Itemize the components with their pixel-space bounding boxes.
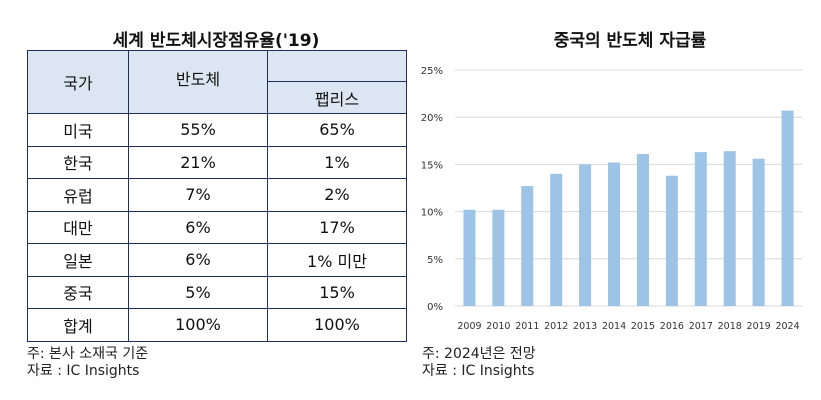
cell-fabless: 2% (267, 178, 407, 212)
chart-note: 주: 2024년은 전망 (422, 346, 536, 362)
x-tick-label: 2013 (573, 321, 597, 332)
x-tick-label: 2024 (775, 321, 799, 332)
header-fabless: 팹리스 (267, 81, 407, 114)
cell-country: 미국 (27, 113, 129, 147)
x-tick-label: 2019 (747, 321, 771, 332)
bar-2018 (723, 151, 736, 306)
table-note: 주: 본사 소재국 기준 (27, 346, 149, 362)
x-tick-label: 2011 (515, 321, 539, 332)
bar-2012 (550, 173, 563, 306)
bar-2016 (665, 175, 678, 306)
x-tick-label: 2016 (660, 321, 684, 332)
cell-fabless: 65% (267, 113, 407, 147)
cell-country: 합계 (27, 308, 129, 342)
cell-fabless: 17% (267, 210, 407, 244)
chart-source: 자료 : IC Insights (422, 363, 535, 379)
x-tick-label: 2015 (631, 321, 655, 332)
bar-2014 (608, 162, 621, 306)
y-tick-label: 25% (421, 66, 443, 77)
cell-country: 중국 (27, 275, 129, 309)
cell-fabless: 1% (267, 145, 407, 179)
table-row: 미국 55% 65% (27, 113, 407, 147)
chart-title: 중국의 반도체 자급률 (553, 31, 707, 51)
x-tick-label: 2010 (486, 321, 510, 332)
cell-fabless: 100% (267, 308, 407, 342)
x-tick-label: 2017 (689, 321, 713, 332)
table-row: 한국 21% 1% (27, 145, 407, 179)
bar-2017 (694, 152, 707, 306)
table-row: 유럽 7% 2% (27, 178, 407, 212)
cell-semi: 6% (128, 210, 268, 244)
x-tick-label: 2012 (544, 321, 568, 332)
y-tick-label: 5% (427, 255, 443, 266)
header-semiconductor: 반도체 (128, 50, 268, 114)
cell-fabless: 1% 미만 (267, 243, 407, 277)
bar-2024 (781, 110, 794, 306)
cell-semi: 55% (128, 113, 268, 147)
table-row: 합계 100% 100% (27, 308, 407, 342)
x-tick-label: 2018 (718, 321, 742, 332)
market-share-table: 국가 반도체 팹리스 미국 55% 65% 한국 21% 1% 유럽 7% 2% 대만 6% 17% 일… (27, 50, 407, 342)
bar-2009 (463, 209, 476, 306)
cell-country: 한국 (27, 145, 129, 179)
y-tick-label: 10% (421, 208, 443, 219)
cell-country: 대만 (27, 210, 129, 244)
bar-2011 (521, 186, 534, 306)
table-row: 일본 6% 1% 미만 (27, 243, 407, 277)
bar-2015 (636, 154, 649, 306)
bar-2019 (752, 158, 765, 306)
bar-2010 (492, 209, 505, 306)
x-tick-label: 2009 (457, 321, 481, 332)
cell-semi: 7% (128, 178, 268, 212)
bar-2013 (579, 164, 592, 306)
table-row: 대만 6% 17% (27, 210, 407, 244)
x-tick-label: 2014 (602, 321, 626, 332)
table-source: 자료 : IC Insights (27, 363, 140, 379)
cell-semi: 6% (128, 243, 268, 277)
cell-semi: 100% (128, 308, 268, 342)
y-tick-label: 20% (421, 113, 443, 124)
table-title: 세계 반도체시장점유율('19) (112, 31, 320, 51)
y-tick-label: 15% (421, 160, 443, 171)
y-tick-label: 0% (427, 302, 443, 313)
